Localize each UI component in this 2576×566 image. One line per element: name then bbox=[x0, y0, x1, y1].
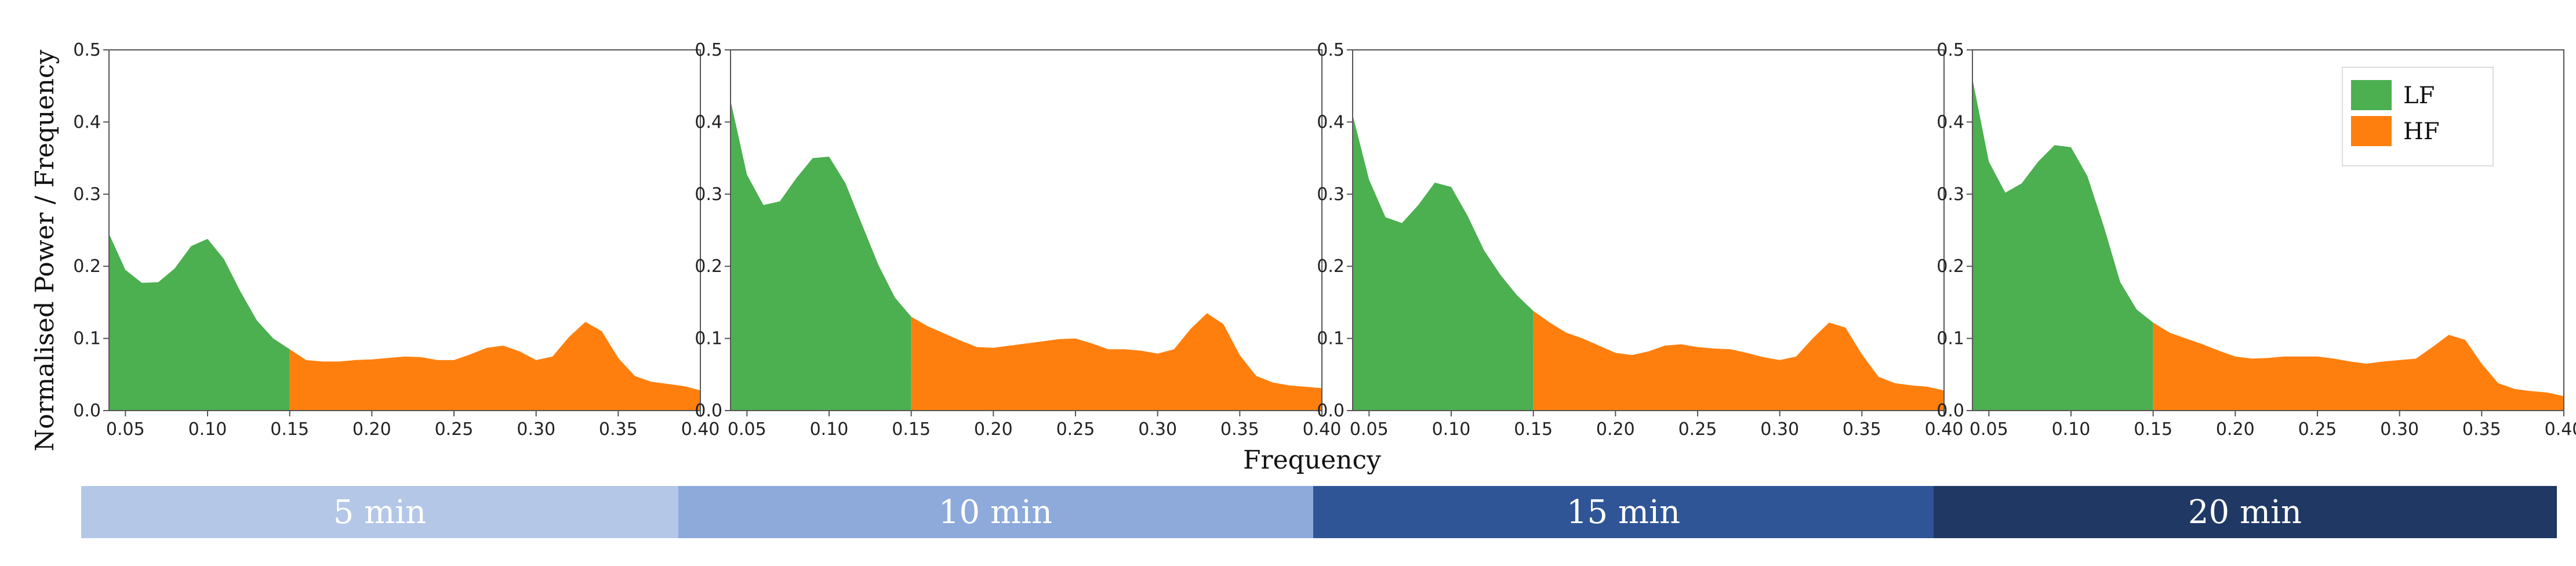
x-tick-label: 0.35 bbox=[599, 419, 638, 440]
y-tick-label: 0.0 bbox=[695, 401, 722, 421]
y-tick-label: 0.0 bbox=[1317, 401, 1345, 421]
x-axis-title: Frequency bbox=[1243, 445, 1381, 475]
band-label-5-min: 5 min bbox=[333, 494, 427, 531]
x-tick-label: 0.15 bbox=[2134, 419, 2172, 440]
x-tick-label: 0.15 bbox=[1514, 419, 1553, 440]
area-hf-panel-2 bbox=[911, 313, 1322, 411]
x-tick-label: 0.10 bbox=[188, 419, 227, 440]
x-tick-label: 0.10 bbox=[1432, 419, 1471, 440]
x-tick-label: 0.35 bbox=[1843, 419, 1881, 440]
y-tick-label: 0.5 bbox=[695, 40, 722, 60]
legend: LF HF bbox=[2342, 67, 2494, 166]
y-tick-label: 0.1 bbox=[73, 329, 101, 349]
plot-frame-panel-1 bbox=[108, 49, 701, 411]
x-tick-label: 0.35 bbox=[1220, 419, 1259, 440]
x-tick-label: 0.30 bbox=[1138, 419, 1177, 440]
legend-label-hf: HF bbox=[2403, 118, 2440, 145]
y-tick-label: 0.2 bbox=[1936, 256, 1964, 277]
x-tick-label: 0.30 bbox=[2380, 419, 2419, 440]
y-tick-label: 0.0 bbox=[1936, 401, 1964, 421]
duration-bands: 5 min 10 min 15 min 20 min bbox=[81, 486, 2557, 538]
chart-panel-1: 0.0 0.1 0.2 0.3 0.4 0.5 0.05 0.10 0.15 0.20 0.25 0.… bbox=[73, 40, 720, 440]
x-tick-label: 0.40 bbox=[1925, 419, 1964, 440]
y-tick-label: 0.2 bbox=[695, 256, 722, 277]
x-tick-label: 0.10 bbox=[2052, 419, 2091, 440]
x-tick-label: 0.35 bbox=[2462, 419, 2501, 440]
x-tick-label: 0.05 bbox=[1350, 419, 1389, 440]
x-tick-label: 0.20 bbox=[974, 419, 1013, 440]
y-tick-label: 0.0 bbox=[73, 401, 101, 421]
x-tick-label: 0.15 bbox=[270, 419, 309, 440]
x-tick-label: 0.20 bbox=[353, 419, 391, 440]
band-5-min bbox=[81, 486, 678, 538]
x-tick-label: 0.05 bbox=[106, 419, 145, 440]
x-tick-label: 0.15 bbox=[892, 419, 931, 440]
x-tick-label: 0.25 bbox=[2298, 419, 2337, 440]
x-tick-label: 0.40 bbox=[2545, 419, 2576, 440]
y-tick-label: 0.3 bbox=[695, 184, 722, 205]
legend-swatch-hf bbox=[2351, 116, 2392, 146]
y-tick-label: 0.2 bbox=[73, 256, 101, 277]
x-tick-label: 0.05 bbox=[1970, 419, 2008, 440]
y-tick-label: 0.1 bbox=[695, 329, 722, 349]
y-tick-label: 0.1 bbox=[1936, 329, 1964, 349]
y-tick-label: 0.1 bbox=[1317, 329, 1345, 349]
y-tick-label: 0.3 bbox=[1936, 184, 1964, 205]
x-tick-label: 0.40 bbox=[1303, 419, 1342, 440]
y-tick-label: 0.4 bbox=[73, 112, 101, 132]
chart-panel-3: 0.0 0.1 0.2 0.3 0.4 0.5 0.05 0.10 0.15 0.20 0.25 0.… bbox=[1317, 40, 1963, 440]
x-tick-label: 0.25 bbox=[1056, 419, 1095, 440]
x-tick-label: 0.25 bbox=[1678, 419, 1717, 440]
x-tick-label: 0.30 bbox=[517, 419, 555, 440]
x-tick-label: 0.20 bbox=[2216, 419, 2255, 440]
x-tick-label: 0.25 bbox=[435, 419, 474, 440]
area-lf-panel-1 bbox=[109, 234, 290, 411]
y-tick-label: 0.3 bbox=[73, 184, 101, 205]
y-tick-label: 0.5 bbox=[1317, 40, 1345, 60]
chart-panel-2: 0.0 0.1 0.2 0.3 0.4 0.5 0.05 0.10 0.15 0.20 0.25 0.… bbox=[695, 40, 1341, 440]
x-tick-label: 0.30 bbox=[1760, 419, 1799, 440]
y-tick-label: 0.2 bbox=[1317, 256, 1345, 277]
band-10-min bbox=[678, 486, 1313, 538]
area-hf-panel-3 bbox=[1533, 311, 1944, 411]
plot-frame-panel-2 bbox=[730, 49, 1322, 411]
plot-frame-panel-3 bbox=[1352, 49, 1945, 411]
band-15-min bbox=[1313, 486, 1934, 538]
y-tick-label: 0.5 bbox=[1936, 40, 1964, 60]
y-axis-title: Normalised Power / Frequency bbox=[30, 50, 60, 452]
x-tick-label: 0.20 bbox=[1596, 419, 1635, 440]
area-hf-panel-1 bbox=[289, 322, 701, 411]
area-hf-panel-4 bbox=[2153, 322, 2564, 411]
band-20-min bbox=[1934, 486, 2557, 538]
y-tick-label: 0.5 bbox=[73, 40, 101, 60]
x-tick-label: 0.05 bbox=[728, 419, 766, 440]
band-label-20-min: 20 min bbox=[2188, 494, 2302, 531]
legend-label-lf: LF bbox=[2403, 82, 2435, 109]
area-lf-panel-2 bbox=[731, 100, 911, 411]
x-tick-label: 0.40 bbox=[681, 419, 720, 440]
chart-panels: 0.0 0.1 0.2 0.3 0.4 0.5 0.05 0.10 0.15 0.20 0.25 0.… bbox=[73, 40, 2576, 440]
y-tick-label: 0.4 bbox=[1936, 112, 1964, 132]
chart-panel-4: 0.0 0.1 0.2 0.3 0.4 0.5 0.05 0.10 0.15 0.20 0.25 0.… bbox=[1936, 40, 2576, 440]
band-label-10-min: 10 min bbox=[939, 494, 1052, 531]
y-tick-label: 0.4 bbox=[1317, 112, 1345, 132]
legend-swatch-lf bbox=[2351, 80, 2392, 110]
x-tick-label: 0.10 bbox=[810, 419, 849, 440]
plot-frame-panel-4 bbox=[1972, 49, 2564, 411]
area-lf-panel-3 bbox=[1353, 115, 1534, 411]
y-tick-label: 0.3 bbox=[1317, 184, 1345, 205]
area-lf-panel-4 bbox=[1972, 78, 2153, 411]
y-tick-label: 0.4 bbox=[695, 112, 722, 132]
band-label-15-min: 15 min bbox=[1567, 494, 1680, 531]
